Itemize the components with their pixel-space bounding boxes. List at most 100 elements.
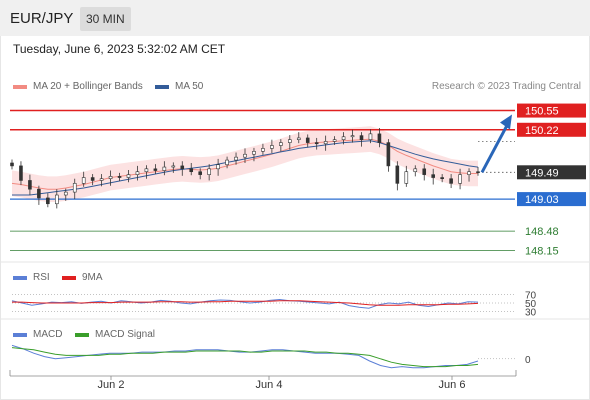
candle xyxy=(449,178,453,184)
legend-macd-swatch xyxy=(13,332,27,337)
legend-ma20-label: MA 20 + Bollinger Bands xyxy=(33,81,143,92)
candle xyxy=(422,168,427,175)
candle xyxy=(350,135,355,138)
candle xyxy=(90,177,95,181)
candle xyxy=(28,180,32,190)
support-label: 149.03 xyxy=(525,194,559,206)
research-credit: Research © 2023 Trading Central xyxy=(431,81,581,92)
chart-header: EUR/JPY 30 MIN xyxy=(0,0,590,36)
x-tick-label: Jun 6 xyxy=(439,379,466,391)
candle xyxy=(108,176,113,180)
symbol-title: EUR/JPY xyxy=(10,10,74,27)
candle xyxy=(458,174,462,184)
candle xyxy=(368,133,373,140)
candle xyxy=(279,142,283,146)
resistance-label-box xyxy=(517,103,586,118)
legend-rsi-label: RSI xyxy=(33,272,50,283)
macd-line xyxy=(11,344,479,369)
target-label: 148.48 xyxy=(525,226,559,238)
candle xyxy=(431,174,435,178)
candle xyxy=(413,168,418,173)
candle xyxy=(117,176,122,178)
legend-ma20: MA 20 + Bollinger Bands xyxy=(13,81,143,92)
candle xyxy=(198,171,202,175)
candle xyxy=(207,168,211,175)
candle xyxy=(261,148,265,152)
bollinger-band xyxy=(12,126,478,203)
candle xyxy=(144,168,149,173)
candle xyxy=(467,171,471,175)
legend-macd-signal-label: MACD Signal xyxy=(95,329,156,340)
candle xyxy=(162,166,167,171)
legend-rsi: RSI xyxy=(13,272,50,283)
candle xyxy=(153,168,158,171)
timeframe-button[interactable]: 30 MIN xyxy=(80,7,131,31)
candle xyxy=(243,153,247,158)
candle xyxy=(46,197,50,205)
candle xyxy=(440,177,444,180)
candle xyxy=(81,177,86,184)
projection-arrow-shaft xyxy=(480,122,510,174)
rsi-ma-line xyxy=(12,300,479,306)
chart-datetime: Tuesday, June 6, 2023 5:32:02 AM CET xyxy=(13,42,226,56)
candle xyxy=(216,164,220,170)
candle xyxy=(296,137,301,140)
candle xyxy=(323,141,328,145)
candle xyxy=(37,188,41,199)
legend-rsi-ma: 9MA xyxy=(62,272,103,283)
candle xyxy=(126,174,131,178)
candle xyxy=(234,156,238,161)
legend-ma50-label: MA 50 xyxy=(175,81,204,92)
candle xyxy=(252,151,256,155)
candle xyxy=(171,165,176,168)
candle xyxy=(305,137,310,143)
candle xyxy=(180,165,185,170)
candle xyxy=(314,142,319,145)
candle xyxy=(135,171,140,175)
resistance-label: 150.22 xyxy=(525,125,559,137)
legend-ma50: MA 50 xyxy=(155,81,203,92)
resistance-label-box xyxy=(517,122,586,137)
candle xyxy=(288,139,292,143)
candle xyxy=(19,165,23,181)
candle xyxy=(189,168,194,173)
candle xyxy=(476,171,480,174)
rsi-tick-label: 70 xyxy=(525,290,537,301)
candle xyxy=(10,162,14,167)
candle xyxy=(270,145,274,149)
current-price-label: 149.49 xyxy=(525,167,559,179)
candle xyxy=(341,136,346,140)
legend-macd-signal: MACD Signal xyxy=(75,329,155,340)
support-label-box xyxy=(517,192,586,207)
resistance-label: 150.55 xyxy=(525,106,559,118)
candle xyxy=(55,194,59,205)
macd-tick-label: 0 xyxy=(525,355,531,366)
legend-rsi-ma-swatch xyxy=(62,275,76,280)
legend-rsi-ma-label: 9MA xyxy=(82,272,103,283)
legend-ma20-swatch xyxy=(13,84,27,89)
x-tick-label: Jun 2 xyxy=(98,379,125,391)
candle xyxy=(72,183,77,193)
candle xyxy=(404,171,409,184)
candle xyxy=(99,178,104,181)
target-label: 148.15 xyxy=(525,245,559,257)
candle xyxy=(225,159,229,166)
legend-rsi-swatch xyxy=(13,275,27,280)
candle xyxy=(395,165,400,184)
legend-macd-label: MACD xyxy=(33,329,63,340)
macd-signal-line xyxy=(11,347,479,368)
projection-arrow-head xyxy=(500,114,512,130)
current-price-box xyxy=(517,165,586,180)
candle xyxy=(63,191,68,196)
legend-macd-signal-swatch xyxy=(75,332,89,337)
legend-ma50-swatch xyxy=(155,84,169,89)
candle xyxy=(377,133,382,143)
candle xyxy=(332,139,337,142)
legend-macd: MACD xyxy=(13,329,62,340)
rsi-tick-label: 30 xyxy=(525,308,537,319)
rsi-tick-label: 50 xyxy=(525,299,537,310)
candle xyxy=(359,135,364,140)
candle xyxy=(386,142,391,167)
x-tick-label: Jun 4 xyxy=(256,379,283,391)
